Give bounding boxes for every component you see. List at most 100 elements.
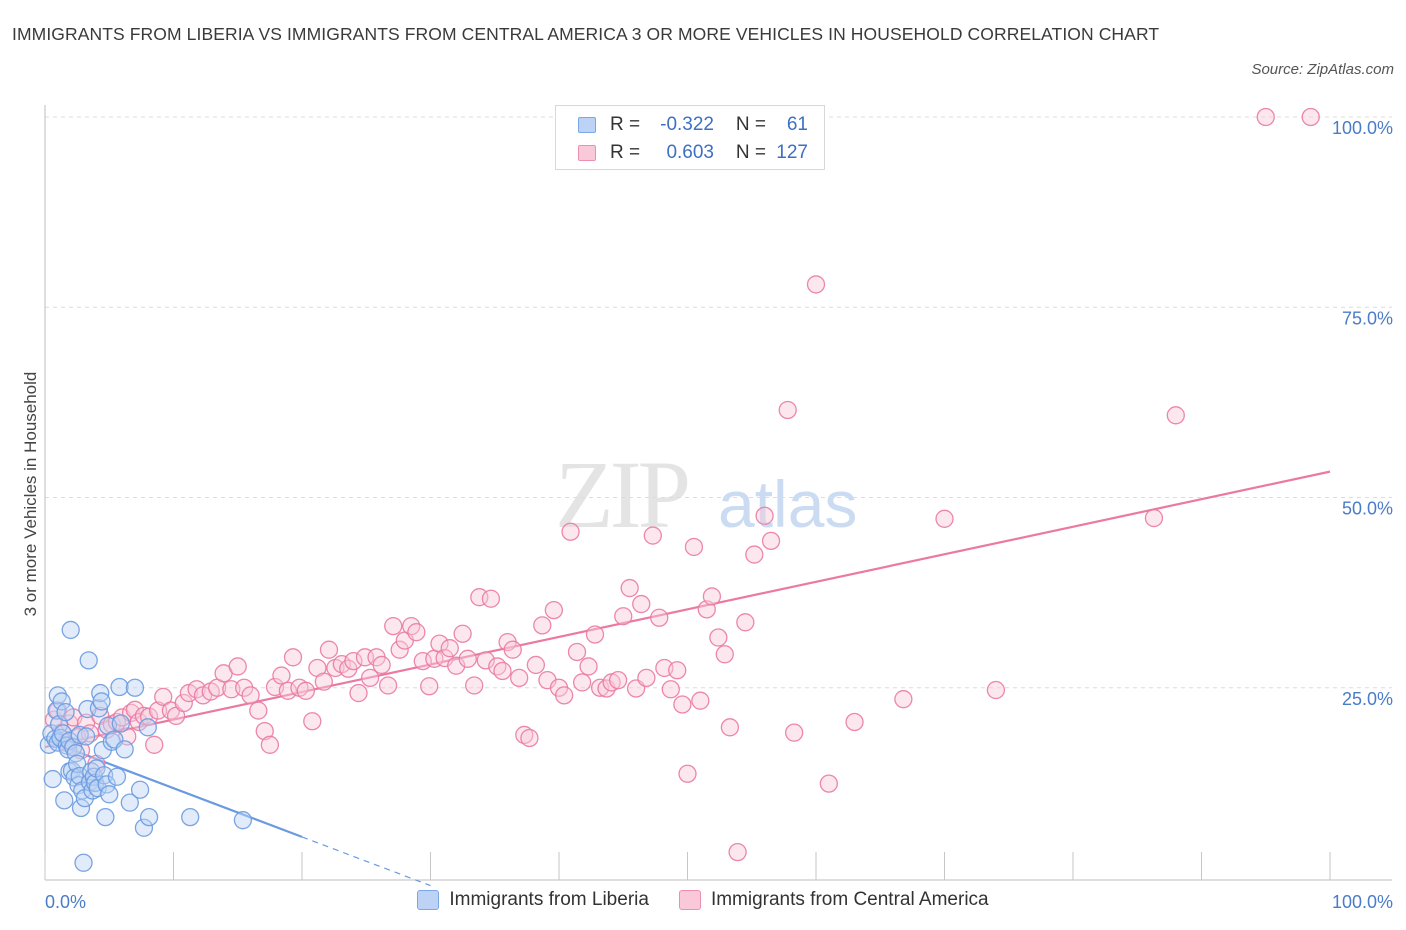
y-tick-label: 25.0% bbox=[1342, 689, 1393, 709]
point-central-america bbox=[567, 642, 587, 662]
point-central-america bbox=[661, 680, 680, 699]
point-central-america bbox=[608, 670, 628, 690]
series-legend-liberia[interactable]: Immigrants from Liberia bbox=[417, 889, 649, 911]
point-liberia bbox=[79, 651, 98, 670]
point-liberia bbox=[76, 727, 96, 746]
point-central-america bbox=[260, 735, 280, 754]
point-central-america bbox=[481, 589, 501, 608]
legend-r-value: 0.603 bbox=[666, 142, 714, 163]
y-tick-label: 100.0% bbox=[1332, 118, 1393, 138]
point-liberia bbox=[138, 718, 157, 737]
series-legend-label: Immigrants from Liberia bbox=[449, 889, 649, 910]
point-liberia bbox=[110, 677, 129, 697]
point-central-america bbox=[420, 677, 439, 696]
point-central-america bbox=[272, 666, 291, 685]
point-central-america bbox=[407, 623, 426, 642]
series-legend: Immigrants from Liberia Immigrants from … bbox=[0, 889, 1406, 911]
point-liberia bbox=[100, 785, 119, 804]
trendline-central-america bbox=[44, 470, 1331, 749]
point-central-america bbox=[384, 616, 403, 636]
point-central-america bbox=[785, 723, 804, 742]
point-central-america bbox=[845, 712, 864, 732]
point-central-america bbox=[590, 678, 610, 697]
point-central-america bbox=[520, 728, 539, 748]
point-central-america bbox=[283, 648, 303, 667]
point-liberia bbox=[120, 793, 139, 812]
point-central-america bbox=[585, 625, 605, 644]
point-liberia bbox=[43, 769, 62, 789]
point-central-america bbox=[572, 673, 592, 692]
watermark: ZIP atlas bbox=[555, 441, 857, 548]
point-liberia bbox=[134, 818, 154, 837]
point-central-america bbox=[745, 545, 764, 564]
point-central-america bbox=[378, 676, 398, 695]
point-central-america bbox=[228, 657, 247, 676]
point-central-america bbox=[1301, 107, 1320, 127]
legend-row-liberia: R = -0.322 N = 61 bbox=[578, 113, 808, 137]
point-central-america bbox=[526, 655, 546, 675]
chart-title: IMMIGRANTS FROM LIBERIA VS IMMIGRANTS FR… bbox=[12, 24, 1160, 44]
point-liberia bbox=[111, 714, 130, 733]
legend-row-central-america: R = 0.603 N = 127 bbox=[578, 141, 808, 165]
point-central-america bbox=[413, 651, 432, 671]
point-liberia bbox=[56, 702, 75, 722]
point-liberia bbox=[130, 780, 150, 799]
point-central-america bbox=[360, 668, 380, 688]
point-central-america bbox=[579, 657, 598, 676]
point-central-america bbox=[673, 695, 692, 714]
point-central-america bbox=[349, 683, 368, 703]
point-central-america bbox=[515, 725, 534, 745]
point-central-america bbox=[561, 522, 580, 541]
watermark-atlas: atlas bbox=[718, 467, 857, 541]
y-axis-label: 3 or more Vehicles in Household bbox=[21, 372, 40, 617]
legend-n-label: N = bbox=[735, 142, 766, 163]
point-central-america bbox=[643, 526, 662, 545]
point-central-america bbox=[720, 718, 740, 737]
point-central-america bbox=[1256, 107, 1275, 127]
series-legend-central-america[interactable]: Immigrants from Central America bbox=[678, 889, 989, 911]
point-central-america bbox=[819, 774, 838, 793]
point-central-america bbox=[728, 842, 747, 862]
series-swatch-central-america bbox=[678, 890, 701, 910]
point-central-america bbox=[470, 588, 489, 607]
point-liberia bbox=[125, 678, 145, 697]
legend-r-value: -0.322 bbox=[660, 114, 714, 135]
x-tick-label: 100.0% bbox=[1332, 892, 1393, 912]
tick-labels: 25.0% 50.0% 75.0% 100.0% 0.0% 100.0% bbox=[45, 118, 1393, 912]
point-liberia bbox=[74, 853, 93, 872]
point-central-america bbox=[447, 656, 466, 675]
point-central-america bbox=[154, 687, 173, 707]
point-central-america bbox=[755, 506, 774, 525]
point-liberia bbox=[96, 807, 115, 827]
point-central-america bbox=[372, 655, 391, 675]
point-liberia bbox=[55, 791, 74, 810]
point-central-america bbox=[736, 613, 755, 632]
point-central-america bbox=[632, 594, 651, 614]
x-tick-label: 0.0% bbox=[45, 892, 86, 912]
y-tick-label: 50.0% bbox=[1342, 499, 1393, 519]
point-liberia bbox=[139, 807, 159, 827]
y-tick-label: 75.0% bbox=[1342, 308, 1393, 328]
trendline-liberia-extension bbox=[301, 836, 431, 887]
correlation-legend: R = -0.322 N = 61 R = 0.603 N = 127 bbox=[555, 105, 825, 170]
legend-r-label: R = bbox=[610, 142, 641, 163]
point-central-america bbox=[691, 691, 710, 710]
point-central-america bbox=[145, 735, 164, 754]
point-central-america bbox=[465, 676, 484, 695]
point-central-america bbox=[296, 681, 316, 700]
point-central-america bbox=[650, 608, 669, 627]
point-central-america bbox=[503, 640, 522, 659]
point-liberia bbox=[70, 725, 89, 745]
point-central-america bbox=[986, 680, 1006, 700]
point-central-america bbox=[1144, 508, 1164, 528]
point-central-america bbox=[458, 649, 477, 668]
point-central-america bbox=[702, 587, 722, 606]
point-central-america bbox=[493, 661, 512, 681]
point-central-america bbox=[709, 628, 728, 647]
point-central-america bbox=[778, 400, 797, 420]
series-legend-label: Immigrants from Central America bbox=[710, 889, 989, 910]
point-central-america bbox=[390, 640, 409, 659]
point-central-america bbox=[440, 639, 459, 658]
point-central-america bbox=[620, 578, 639, 598]
point-liberia bbox=[52, 692, 71, 711]
